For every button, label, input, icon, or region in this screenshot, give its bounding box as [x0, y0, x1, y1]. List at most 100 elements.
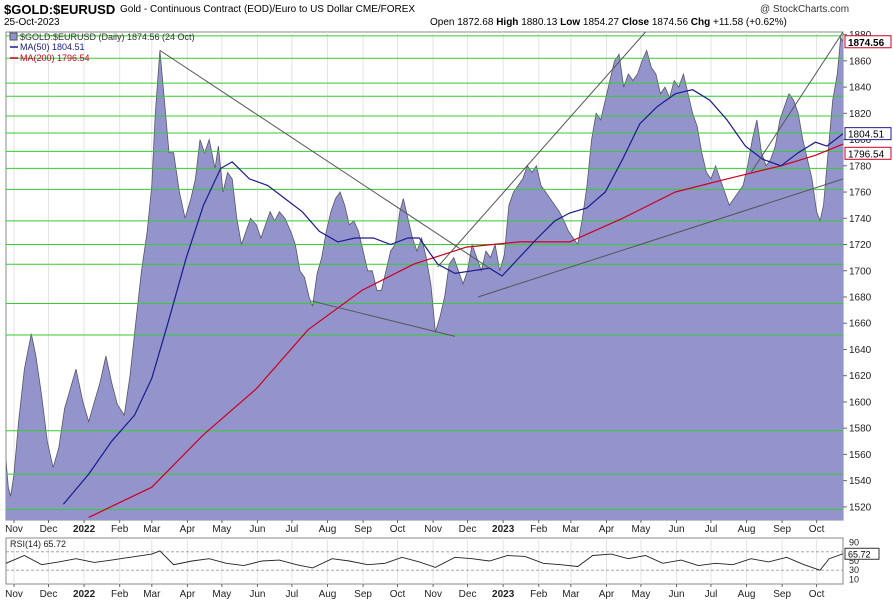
rsi-line: [6, 550, 843, 571]
rsi-axis: 907050301065.72: [844, 538, 880, 584]
x-tick-label: Dec: [459, 524, 477, 535]
open-value: 1872.68: [457, 17, 494, 28]
ma200-value-tag: 1796.54: [848, 149, 885, 160]
y-tick-label: 1680: [849, 292, 872, 303]
y-tick-label: 1520: [849, 502, 872, 513]
x-tick-label: Aug: [738, 589, 756, 600]
value-tags: 1804.51 1796.54 1874.56: [844, 35, 892, 160]
x-tick-label: Apr: [599, 524, 615, 535]
x-tick-label: Mar: [143, 524, 161, 535]
y-tick-label: 1860: [849, 56, 872, 67]
close-value: 1874.56: [651, 17, 689, 28]
rsi-tick-label: 90: [849, 538, 859, 548]
legend: $GOLD:$EURUSD (Daily) 1874.56 (24 Oct) M…: [9, 32, 195, 63]
x-tick-label: Nov: [424, 524, 442, 535]
chart-date: 25-Oct-2023: [4, 17, 60, 28]
x-tick-label: Dec: [40, 589, 58, 600]
x-tick-label: Jun: [668, 589, 684, 600]
price-area-fill: [6, 37, 843, 520]
ma50-line: [62, 89, 843, 505]
x-tick-label: 2023: [492, 589, 515, 600]
trendline: [311, 300, 456, 337]
rsi-tick-label: 30: [849, 565, 859, 575]
x-tick-label: Jun: [249, 524, 265, 535]
main-panel: 1520 1540 1560 1580 1600 1620 1640 1660 1680 1700…: [5, 30, 892, 535]
rsi-line-group: [6, 550, 843, 571]
low-value: 1854.27: [582, 17, 620, 28]
x-tick-label: Aug: [319, 589, 337, 600]
high-label: High: [496, 17, 519, 28]
x-tick-label: Aug: [738, 524, 756, 535]
x-tick-label: Oct: [809, 524, 825, 535]
x-tick-label: Apr: [180, 589, 196, 600]
y-tick-label: 1720: [849, 240, 872, 251]
close-label: Close: [621, 17, 650, 28]
rsi-label: RSI(14) 65.72: [10, 539, 66, 549]
ohlc-summary: Open 1872.68 High 1880.13 Low 1854.27 Cl…: [430, 18, 787, 28]
x-tick-label: Mar: [143, 589, 161, 600]
x-tick-label: Oct: [390, 589, 406, 600]
trendline: [750, 32, 843, 173]
x-tick-label: Apr: [599, 589, 615, 600]
y-tick-label: 1540: [849, 476, 872, 487]
x-tick-label: Sep: [773, 524, 791, 535]
x-tick-label: Jun: [668, 524, 684, 535]
rsi-value-tag: 65.72: [848, 549, 871, 559]
trendline: [437, 32, 646, 268]
rsi-value-tag-box: [844, 547, 880, 560]
x-tick-label: Dec: [459, 589, 477, 600]
ma200-line: [88, 143, 843, 518]
y-axis: 1520 1540 1560 1580 1600 1620 1640 1660 1680 1700…: [843, 30, 872, 513]
y-tick-label: 1760: [849, 188, 872, 199]
moving-averages: [62, 89, 843, 518]
close-value-tag: 1874.56: [848, 38, 885, 49]
chg-value: +11.58 (+0.62%): [713, 17, 787, 28]
x-tick-label: Feb: [530, 589, 548, 600]
ma200-value-tag-box: [844, 146, 892, 160]
y-tick-label: 1820: [849, 109, 872, 120]
x-tick-label: Jul: [285, 524, 298, 535]
y-tick-label: 1640: [849, 345, 872, 356]
legend-price: $GOLD:$EURUSD (Daily) 1874.56 (24 Oct): [20, 32, 195, 42]
rsi-panel-frame: [5, 537, 844, 585]
chg-label: Chg: [690, 17, 711, 28]
low-label: Low: [560, 17, 581, 28]
y-tick-label: 1840: [849, 83, 872, 94]
x-tick-label: Oct: [390, 524, 406, 535]
x-tick-label: Jul: [705, 524, 718, 535]
rsi-panel: 907050301065.72 RSI(14) 65.72: [5, 537, 880, 585]
x-axis-bottom: Nov Dec 2022 Feb Mar Apr May Jun Jul Aug Sep Oct Nov…: [5, 584, 825, 600]
rsi-tick-label: 50: [849, 556, 859, 566]
trendlines: [159, 32, 843, 337]
close-value-tag-box: [844, 35, 892, 49]
x-axis: Nov Dec 2022 Feb Mar Apr May Jun Jul Aug Sep Oct Nov…: [5, 520, 825, 535]
x-tick-label: Oct: [809, 589, 825, 600]
x-tick-label: Jul: [705, 589, 718, 600]
x-tick-label: Dec: [40, 524, 58, 535]
trendline: [477, 178, 843, 298]
x-tick-label: Jun: [249, 589, 265, 600]
x-tick-label: May: [212, 524, 231, 535]
y-tick-label: 1800: [849, 135, 872, 146]
legend-price-swatch: [9, 32, 18, 41]
x-tick-label: May: [631, 524, 650, 535]
x-tick-label: Nov: [5, 524, 23, 535]
x-tick-label: May: [631, 589, 650, 600]
x-tick-label: Apr: [180, 524, 196, 535]
y-tick-label: 1740: [849, 214, 872, 225]
x-tick-label: Sep: [354, 524, 372, 535]
trendline: [159, 49, 490, 269]
high-value: 1880.13: [521, 17, 558, 28]
x-tick-label: Mar: [562, 589, 580, 600]
x-tick-label: Jul: [285, 589, 298, 600]
x-tick-label: May: [212, 589, 231, 600]
brand-credit[interactable]: @ StockCharts.com: [760, 4, 850, 15]
y-tick-label: 1660: [849, 319, 872, 330]
y-tick-label: 1600: [849, 397, 872, 408]
x-tick-label: 2023: [492, 524, 515, 535]
x-tick-label: Nov: [5, 589, 23, 600]
x-tick-label: Sep: [354, 589, 372, 600]
x-tick-label: 2022: [73, 524, 96, 535]
